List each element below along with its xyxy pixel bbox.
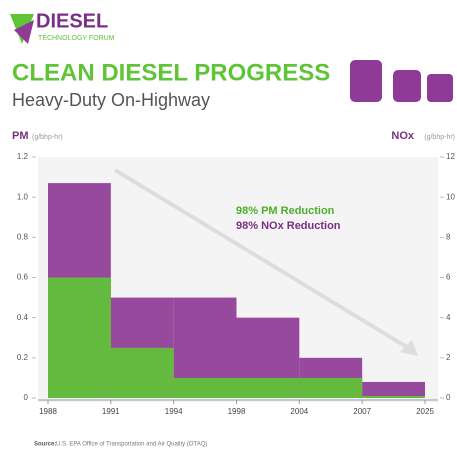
y2-tick-label: 0 (446, 393, 451, 402)
y-tick-label: 1.0 (17, 192, 29, 201)
y2-tick-label: 10 (446, 192, 455, 201)
annotation: 98% NOx Reduction (236, 220, 341, 232)
logo-sub: TECHNOLOGY FORUM (38, 35, 115, 42)
bus-icons (350, 60, 453, 102)
y-tick-label: 1.2 (17, 152, 29, 161)
trend-arrow (113, 168, 417, 354)
y2-axis-unit: (g/bhp-hr) (424, 134, 455, 141)
y2-tick-label: 6 (446, 273, 451, 282)
y-tick-label: 0.4 (17, 313, 29, 322)
bar (48, 277, 111, 398)
chart-subtitle: Heavy-Duty On-Highway (12, 90, 210, 110)
x-tick-label: 1991 (102, 407, 120, 416)
x-tick-label: 1994 (165, 407, 183, 416)
y2-tick-label: 2 (446, 353, 451, 362)
x-tick-label: 1998 (228, 407, 246, 416)
bar (236, 377, 300, 398)
plot: 0 0.2 0.4 0.6 0.8 1.0 1.2 0 2 4 6 8 10 12 1988 1991 1994… (17, 152, 456, 416)
x-tick-label: 2004 (290, 407, 308, 416)
y-axis-unit: (g/bhp-hr) (32, 134, 63, 141)
y2-tick-label: 8 (446, 232, 451, 241)
bar (362, 381, 425, 398)
source: U.S. EPA Office of Transportation and Ai… (56, 442, 207, 448)
logo-mark (14, 20, 34, 44)
trend-arrow-head (400, 340, 418, 356)
bar (362, 395, 425, 398)
y-tick-label: 0.2 (17, 353, 29, 362)
x-tick-label: 2025 (416, 407, 434, 416)
chart-title: CLEAN DIESEL PROGRESS (12, 59, 330, 86)
y-tick-label: 0.6 (17, 273, 29, 282)
bar (110, 347, 174, 398)
y-tick-label: 0.8 (17, 232, 29, 241)
y2-tick-label: 4 (446, 313, 451, 322)
bar (173, 377, 237, 398)
y-tick-label: 0 (24, 393, 29, 402)
y-axis-label: PM (12, 130, 29, 142)
x-tick-label: 1988 (39, 407, 57, 416)
source-label: Source: (34, 442, 56, 448)
y2-axis-label: NOx (391, 130, 415, 142)
bar (299, 377, 363, 398)
annotation: 98% PM Reduction (236, 205, 335, 217)
y2-tick-label: 12 (446, 152, 455, 161)
logo: DIESEL (36, 10, 108, 32)
x-tick-label: 2007 (353, 407, 371, 416)
